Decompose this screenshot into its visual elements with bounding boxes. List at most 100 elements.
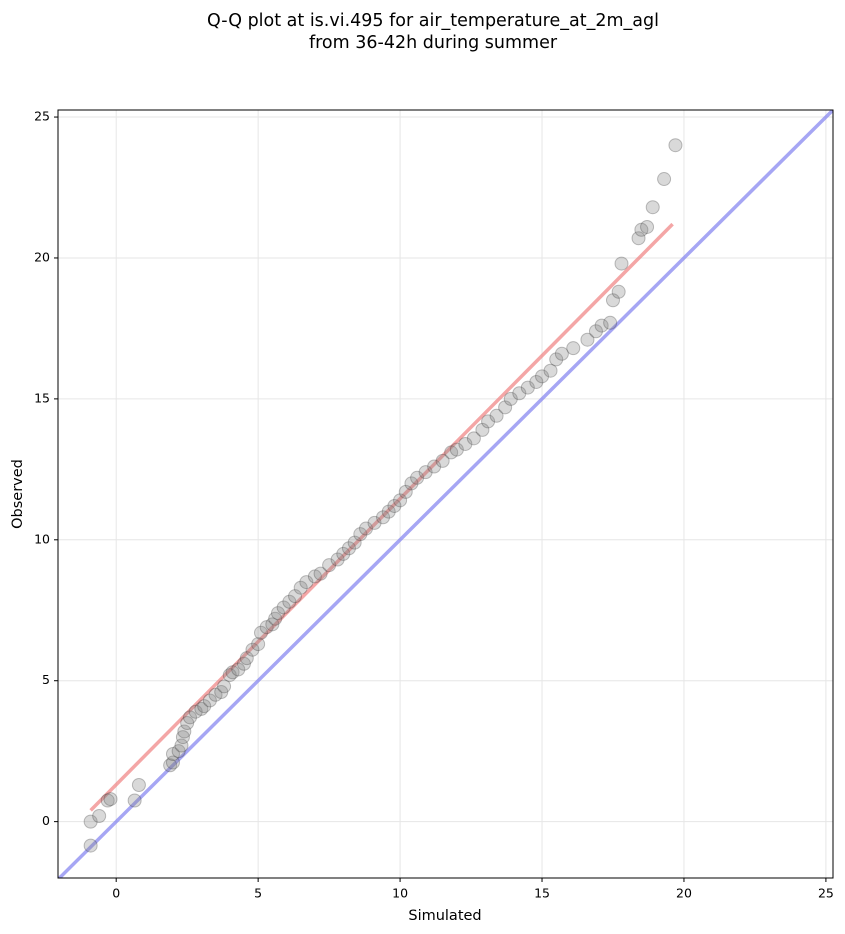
point xyxy=(217,679,232,694)
y-tick-label: 25 xyxy=(34,109,50,124)
point xyxy=(359,521,374,536)
point xyxy=(614,256,629,271)
x-tick-label: 5 xyxy=(254,886,262,901)
x-tick-label: 20 xyxy=(676,886,692,901)
point xyxy=(404,476,419,491)
y-tick-label: 5 xyxy=(42,672,50,687)
point xyxy=(180,715,195,730)
point xyxy=(657,172,672,187)
point xyxy=(444,445,459,460)
point xyxy=(588,324,603,339)
point xyxy=(566,341,581,356)
point xyxy=(410,470,425,485)
point xyxy=(489,408,504,423)
point xyxy=(435,453,450,468)
plot-frame xyxy=(57,109,834,879)
point xyxy=(645,200,660,215)
point xyxy=(466,431,481,446)
point xyxy=(668,138,683,153)
point xyxy=(481,414,496,429)
point xyxy=(251,637,266,652)
y-tick-label: 20 xyxy=(34,249,50,264)
point xyxy=(245,642,260,657)
point xyxy=(222,668,237,683)
point xyxy=(183,710,198,725)
point xyxy=(594,318,609,333)
point xyxy=(341,541,356,556)
point xyxy=(580,332,595,347)
plot-area xyxy=(58,110,833,878)
point xyxy=(498,400,513,415)
point xyxy=(554,346,569,361)
point xyxy=(100,793,115,808)
point xyxy=(194,701,209,716)
y-tick-label: 15 xyxy=(34,390,50,405)
point xyxy=(202,693,217,708)
point xyxy=(631,231,646,246)
point xyxy=(127,793,142,808)
point xyxy=(188,704,203,719)
point xyxy=(549,352,564,367)
point xyxy=(376,510,391,525)
point xyxy=(603,315,618,330)
point xyxy=(175,730,190,745)
point xyxy=(418,465,433,480)
point xyxy=(475,422,490,437)
point xyxy=(288,589,303,604)
x-tick-label: 10 xyxy=(392,886,408,901)
y-tick-label: 10 xyxy=(34,531,50,546)
point xyxy=(330,552,345,567)
point xyxy=(367,515,382,530)
point xyxy=(268,611,283,626)
point xyxy=(503,391,518,406)
point xyxy=(282,594,297,609)
point xyxy=(236,656,251,671)
point xyxy=(347,535,362,550)
point xyxy=(103,792,118,807)
point xyxy=(313,566,328,581)
point xyxy=(214,684,229,699)
point xyxy=(239,651,254,666)
x-tick-label: 25 xyxy=(818,886,834,901)
point xyxy=(322,558,337,573)
point xyxy=(520,380,535,395)
point xyxy=(83,814,98,829)
point xyxy=(387,498,402,513)
point xyxy=(307,569,322,584)
point xyxy=(611,284,626,299)
point xyxy=(427,459,442,474)
x-tick-label: 15 xyxy=(534,886,550,901)
point xyxy=(353,527,368,542)
point xyxy=(529,374,544,389)
point xyxy=(197,699,212,714)
point xyxy=(92,808,107,823)
point xyxy=(276,600,291,615)
chart-subtitle: from 36-42h during summer xyxy=(309,33,558,53)
point xyxy=(271,606,286,621)
point xyxy=(171,744,186,759)
y-axis-label: Observed xyxy=(10,459,26,529)
point xyxy=(231,662,246,677)
point xyxy=(398,484,413,499)
point xyxy=(535,369,550,384)
point xyxy=(449,442,464,457)
point xyxy=(605,293,620,308)
point xyxy=(381,504,396,519)
point xyxy=(253,625,268,640)
point xyxy=(131,777,146,792)
point xyxy=(165,755,180,770)
point xyxy=(458,436,473,451)
point xyxy=(512,386,527,401)
point xyxy=(225,665,240,680)
fit-line xyxy=(89,222,674,812)
point xyxy=(165,746,180,761)
point xyxy=(543,363,558,378)
point xyxy=(393,493,408,508)
fit-line xyxy=(58,110,833,878)
point xyxy=(174,738,189,753)
x-tick-label: 0 xyxy=(112,886,120,901)
point xyxy=(634,222,649,237)
point xyxy=(293,580,308,595)
